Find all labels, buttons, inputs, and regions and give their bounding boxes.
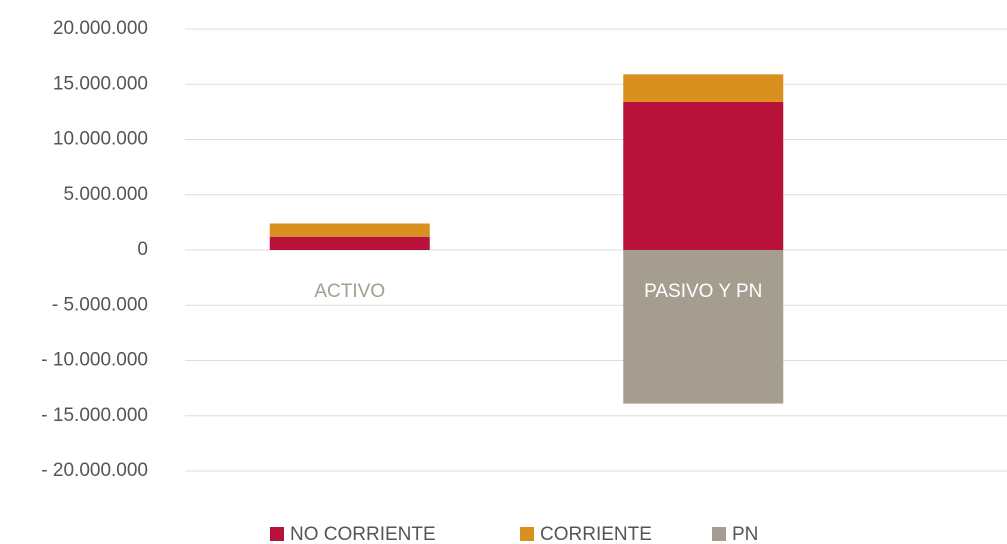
y-tick-label: 0	[137, 239, 148, 260]
category-label: ACTIVO	[314, 281, 385, 302]
legend-label: CORRIENTE	[540, 524, 652, 544]
category-label: PASIVO Y PN	[644, 281, 762, 302]
legend-label: NO CORRIENTE	[290, 524, 436, 544]
y-tick-label: 20.000.000	[53, 18, 148, 39]
y-tick-label: - 10.000.000	[41, 350, 148, 371]
legend-swatch	[520, 527, 534, 541]
y-tick-label: 15.000.000	[53, 73, 148, 94]
legend-swatch	[270, 527, 284, 541]
bar-segment	[623, 74, 784, 102]
legend-label: PN	[732, 524, 758, 544]
bar-segment	[623, 250, 784, 404]
y-tick-label: 5.000.000	[63, 184, 148, 205]
bar-segment	[269, 223, 430, 237]
y-tick-label: - 20.000.000	[41, 460, 148, 481]
bar-segment	[269, 236, 430, 250]
y-tick-label: 10.000.000	[53, 129, 148, 150]
legend-swatch	[712, 527, 726, 541]
y-tick-label: - 15.000.000	[41, 405, 148, 426]
bar-segment	[623, 101, 784, 251]
y-tick-label: - 5.000.000	[52, 294, 148, 315]
